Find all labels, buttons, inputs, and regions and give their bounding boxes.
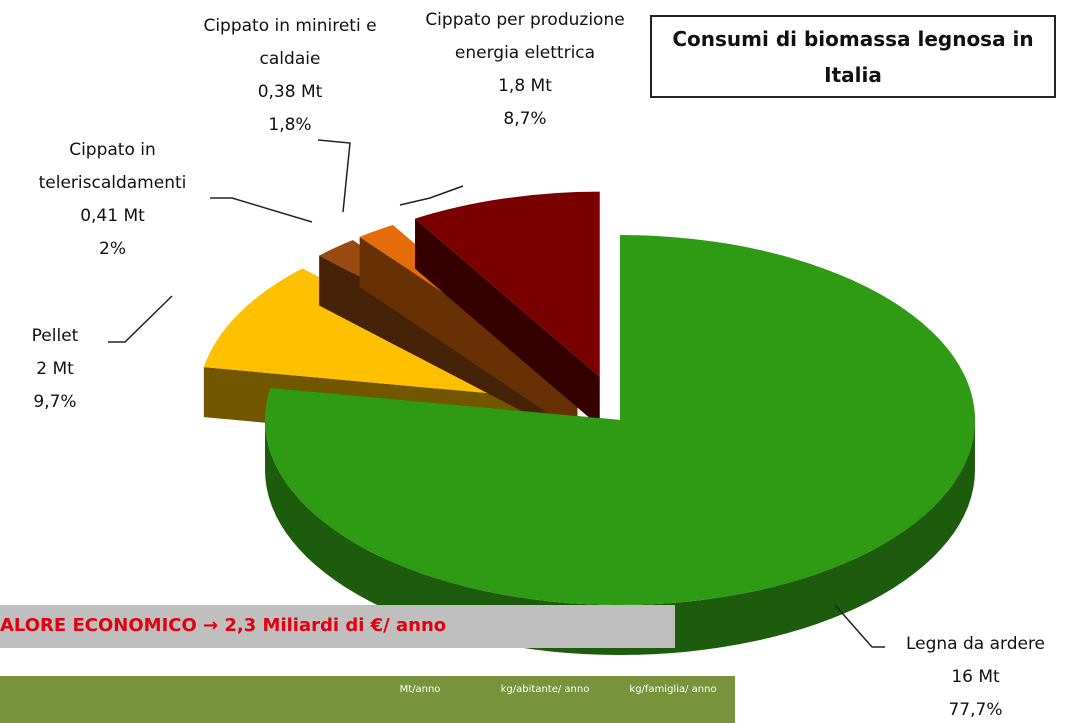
annotation-banner: ALORE ECONOMICO → 2,3 Miliardi di €/ ann… <box>0 605 675 648</box>
percent-label: 77,7% <box>948 700 1003 720</box>
slice-label: Cippato in teleriscaldamenti 0,41 Mt 2% <box>0 134 225 266</box>
percent-label: 2% <box>99 239 126 259</box>
category-label: Cippato per produzione energia elettrica <box>425 10 625 63</box>
slice-label: Legna da ardere 16 Mt 77,7% <box>880 628 1071 723</box>
slice-label: Pellet 2 Mt 9,7% <box>0 320 110 419</box>
column-header: kg/famiglia/ anno <box>629 684 717 695</box>
slice <box>265 235 976 605</box>
percent-label: 9,7% <box>33 392 77 412</box>
percent-label: 1,8% <box>268 115 312 135</box>
tonnage-label: 16 Mt <box>951 667 1000 687</box>
category-label: Cippato in minireti e caldaie <box>203 16 377 69</box>
annotation: ALORE ECONOMICO → 2,3 Miliardi di €/ ann… <box>0 615 447 636</box>
tonnage-label: 2 Mt <box>36 359 74 379</box>
slice-side <box>415 218 600 427</box>
leader-line <box>108 295 173 343</box>
tonnage-label: 1,8 Mt <box>498 76 552 96</box>
slice <box>415 191 600 377</box>
leader-line <box>210 197 313 223</box>
table-header: Mt/anno kg/abitante/ anno kg/famiglia/ a… <box>0 676 735 723</box>
tonnage-label: 0,38 Mt <box>257 82 323 102</box>
slice-label: Cippato per produzione energia elettrica… <box>425 4 625 136</box>
tonnage-label: 0,41 Mt <box>80 206 145 226</box>
leader-line <box>399 185 464 206</box>
category-label: Pellet <box>31 326 79 346</box>
leader-line <box>317 139 351 213</box>
category-label: Cippato in teleriscaldamenti <box>38 140 187 193</box>
leader-line <box>834 604 885 648</box>
column-header: Mt/anno <box>399 684 441 695</box>
chart-title: Consumi di biomassa legnosa in Italia <box>650 15 1056 98</box>
column-header: kg/abitante/ anno <box>500 684 590 695</box>
percent-label: 8,7% <box>503 109 547 129</box>
slice-label: Cippato in minireti e caldaie 0,38 Mt 1,… <box>190 10 390 142</box>
category-label: Legna da ardere <box>905 634 1046 654</box>
slice-side <box>265 420 975 655</box>
